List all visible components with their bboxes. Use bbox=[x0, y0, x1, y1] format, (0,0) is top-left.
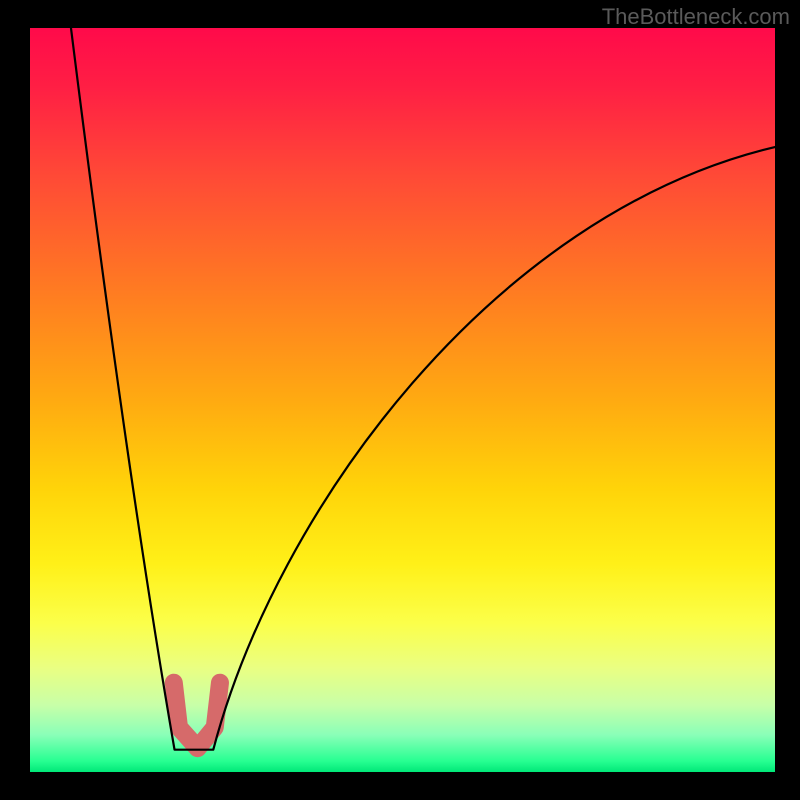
watermark-text: TheBottleneck.com bbox=[602, 4, 790, 30]
bottleneck-curve-chart bbox=[0, 0, 800, 800]
plot-background bbox=[30, 28, 775, 772]
chart-container: { "meta": { "watermark": "TheBottleneck.… bbox=[0, 0, 800, 800]
